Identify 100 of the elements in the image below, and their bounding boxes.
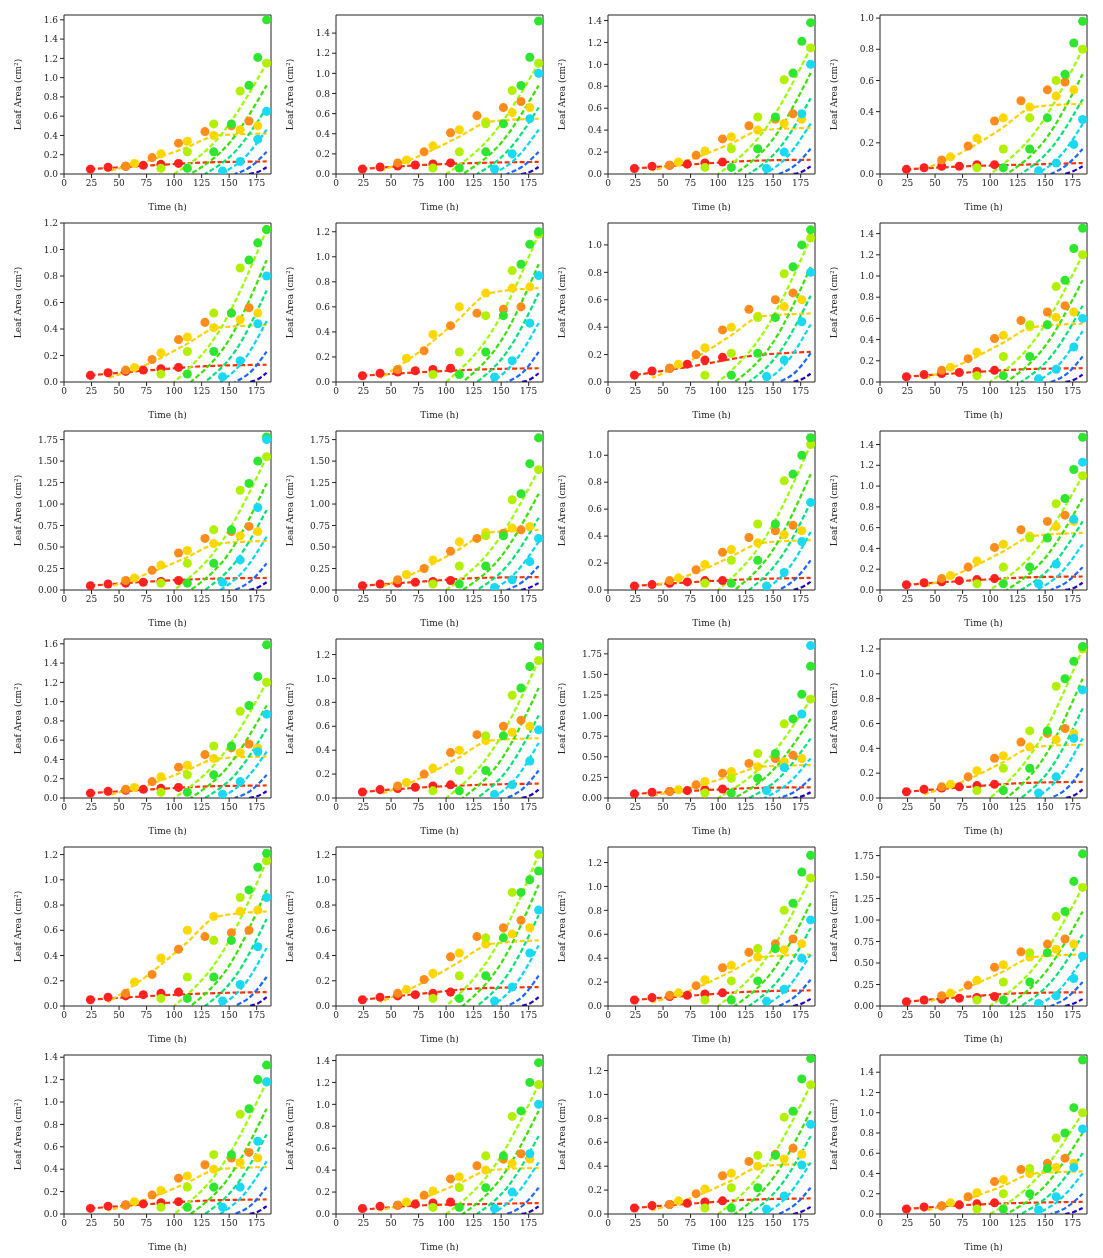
x-axis-title: Time (h)	[692, 1242, 731, 1252]
x-tick-label: 75	[684, 1218, 697, 1229]
x-tick-label: 0	[333, 1010, 340, 1021]
x-tick-label: 75	[956, 178, 969, 189]
x-axis-title: Time (h)	[420, 410, 459, 420]
y-tick-label: 1.0	[859, 271, 875, 282]
y-tick-label: 1.0	[859, 668, 875, 679]
y-tick-label: 1.0	[587, 881, 603, 892]
x-tick-label: 100	[981, 178, 999, 189]
y-tick-label: 1.2	[43, 1074, 58, 1085]
y-tick-label: 1.50	[309, 456, 331, 467]
x-tick-label: 100	[437, 178, 455, 189]
y-tick-label: 0.4	[859, 1168, 875, 1179]
x-tick-label: 0	[877, 594, 884, 605]
x-tick-label: 50	[113, 594, 126, 605]
x-tick-label: 150	[1036, 178, 1055, 189]
x-tick-label: 50	[929, 1010, 942, 1021]
y-tick-label: 0.4	[315, 327, 331, 338]
x-tick-label: 50	[113, 386, 126, 397]
x-axis-title: Time (h)	[692, 618, 731, 628]
y-axis-title: Leaf Area (cm²)	[829, 1098, 840, 1171]
y-tick-label: 1.25	[853, 893, 875, 904]
x-tick-label: 25	[85, 594, 98, 605]
y-tick-label: 0.4	[859, 543, 875, 554]
y-axis-title: Leaf Area (cm²)	[285, 682, 296, 755]
x-tick-label: 50	[113, 802, 126, 813]
x-tick-label: 25	[901, 178, 914, 189]
x-axis-title: Time (h)	[148, 410, 187, 420]
y-tick-label: 0.75	[853, 936, 875, 947]
x-tick-label: 125	[737, 386, 755, 397]
x-tick-label: 125	[1009, 802, 1027, 813]
y-tick-label: 1.2	[859, 460, 874, 471]
y-tick-label: 0.00	[37, 585, 59, 596]
y-tick-label: 0.6	[43, 111, 59, 122]
x-tick-label: 100	[709, 386, 727, 397]
x-axis-title: Time (h)	[148, 202, 187, 212]
x-tick-label: 150	[492, 594, 511, 605]
x-tick-label: 125	[465, 178, 483, 189]
y-tick-label: 1.0	[43, 1097, 59, 1108]
x-tick-label: 50	[657, 1010, 670, 1021]
x-tick-label: 125	[193, 178, 211, 189]
y-tick-label: 1.2	[43, 53, 58, 64]
x-tick-label: 125	[193, 1218, 211, 1229]
x-tick-label: 0	[333, 1218, 340, 1229]
x-tick-label: 25	[357, 1218, 370, 1229]
x-tick-label: 150	[1036, 1218, 1055, 1229]
y-tick-label: 0.0	[587, 585, 603, 596]
y-tick-label: 0.4	[315, 950, 331, 961]
y-tick-label: 0.0	[587, 169, 603, 180]
x-axis-title: Time (h)	[420, 1034, 459, 1044]
y-tick-label: 0.8	[859, 44, 875, 55]
x-tick-label: 50	[657, 386, 670, 397]
x-tick-label: 175	[520, 594, 538, 605]
x-tick-label: 25	[901, 1010, 914, 1021]
x-tick-label: 0	[605, 386, 612, 397]
x-tick-label: 125	[1009, 386, 1027, 397]
x-axis-title: Time (h)	[148, 826, 187, 836]
x-axis-title: Time (h)	[964, 826, 1003, 836]
y-tick-label: 0.0	[43, 1001, 59, 1012]
y-tick-label: 0.50	[37, 542, 59, 553]
x-tick-label: 150	[220, 386, 239, 397]
x-tick-label: 75	[412, 1218, 425, 1229]
y-tick-label: 0.2	[587, 349, 602, 360]
y-tick-label: 1.0	[43, 875, 59, 885]
x-tick-label: 175	[792, 386, 810, 397]
x-tick-label: 50	[385, 802, 398, 813]
x-tick-label: 175	[1064, 386, 1082, 397]
x-tick-label: 75	[956, 802, 969, 813]
y-tick-label: 0.6	[43, 735, 59, 746]
y-tick-label: 1.0	[587, 59, 603, 70]
y-tick-label: 0.8	[587, 477, 603, 488]
x-axis-title: Time (h)	[964, 1034, 1003, 1044]
y-tick-label: 1.0	[859, 1107, 875, 1118]
y-tick-label: 0.4	[587, 125, 603, 136]
x-tick-label: 0	[877, 802, 884, 813]
x-tick-label: 50	[929, 802, 942, 813]
x-tick-label: 75	[140, 386, 153, 397]
x-tick-label: 75	[684, 594, 697, 605]
y-tick-label: 0.4	[43, 1164, 59, 1175]
y-tick-label: 0.2	[43, 1186, 58, 1197]
x-tick-label: 50	[657, 1218, 670, 1229]
y-tick-label: 0.2	[859, 355, 874, 366]
x-tick-label: 125	[737, 802, 755, 813]
x-tick-label: 175	[248, 1010, 266, 1021]
x-axis-title: Time (h)	[692, 410, 731, 420]
y-tick-label: 1.2	[859, 1087, 874, 1098]
x-tick-label: 25	[629, 1010, 642, 1021]
y-tick-label: 0.8	[587, 905, 603, 916]
y-tick-label: 0.6	[43, 297, 59, 308]
x-tick-label: 125	[1009, 1010, 1027, 1021]
x-tick-label: 75	[956, 1218, 969, 1229]
x-tick-label: 150	[764, 178, 783, 189]
x-tick-label: 50	[929, 386, 942, 397]
x-tick-label: 75	[412, 802, 425, 813]
x-tick-label: 0	[61, 1010, 68, 1021]
y-axis-title: Leaf Area (cm²)	[285, 1098, 296, 1171]
y-axis-title: Leaf Area (cm²)	[13, 890, 24, 963]
y-tick-label: 0.8	[43, 900, 59, 911]
x-axis-title: Time (h)	[964, 1242, 1003, 1252]
y-tick-label: 1.0	[587, 240, 603, 251]
